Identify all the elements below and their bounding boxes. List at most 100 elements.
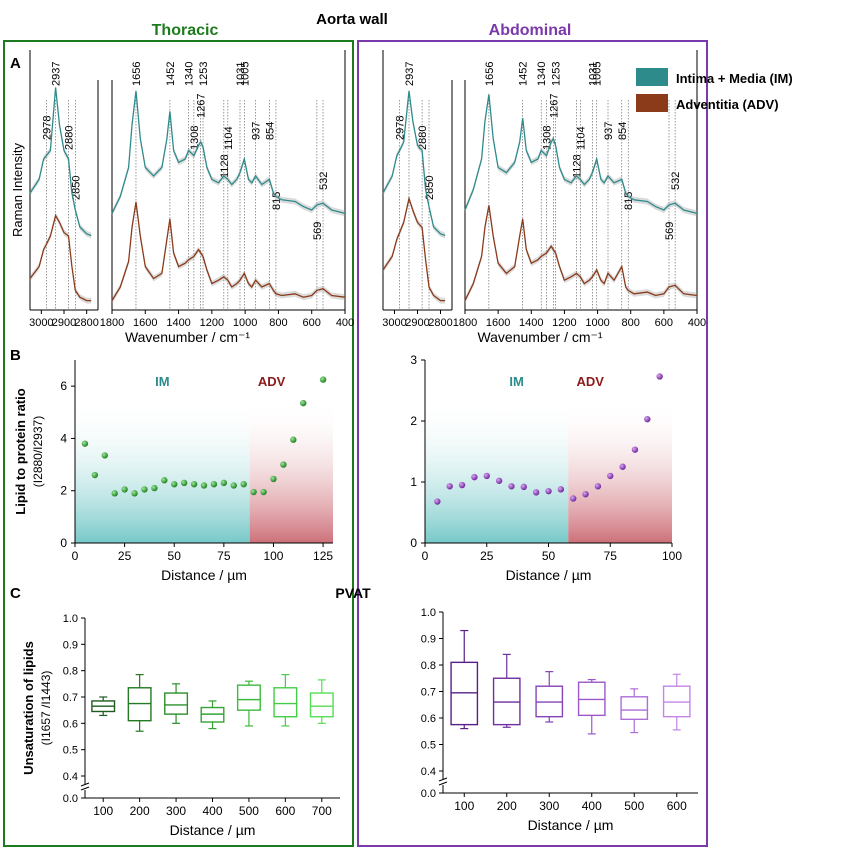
data-point <box>280 461 287 468</box>
data-point <box>121 486 128 493</box>
y-tick-label: 0.8 <box>63 666 78 678</box>
peak-label: 1340 <box>184 62 196 86</box>
im-region <box>425 400 569 543</box>
data-point <box>180 479 188 487</box>
box-100 <box>91 696 116 717</box>
abdominal-frame <box>357 40 708 847</box>
x-tick-label: 1400 <box>166 317 190 329</box>
x-tick-label: 1200 <box>552 317 576 329</box>
x-tick-label: 500 <box>239 804 259 818</box>
panel-letter-c: C <box>10 585 21 602</box>
box-400 <box>200 700 225 730</box>
x-tick-label: 100 <box>93 804 113 818</box>
data-point <box>151 484 158 492</box>
x-tick-label: 25 <box>480 549 494 563</box>
data-point <box>200 482 208 489</box>
data-point <box>545 487 552 495</box>
data-point <box>446 483 453 490</box>
x-tick-label: 0 <box>72 549 79 563</box>
peak-label: 2880 <box>64 126 76 150</box>
legend-swatch-im <box>636 68 668 86</box>
y-tick-label: 0.0 <box>63 793 78 805</box>
data-point <box>508 483 515 490</box>
data-point <box>483 472 490 480</box>
thoracic-frame <box>3 40 354 847</box>
box-500 <box>620 688 649 734</box>
data-point <box>300 399 307 407</box>
x-tick-label: 1800 <box>453 317 477 329</box>
data-point <box>101 452 108 459</box>
x-tick-label: 3000 <box>29 317 53 329</box>
peak-label: 1267 <box>196 94 208 118</box>
box-600 <box>662 673 691 731</box>
series-line <box>111 201 346 301</box>
y-tick-label: 0.5 <box>63 745 78 757</box>
data-point <box>619 463 626 470</box>
series-line <box>111 90 346 215</box>
y-tick-label: 0.4 <box>421 766 436 778</box>
box-body <box>309 692 334 718</box>
box-body <box>236 684 261 711</box>
x-tick-label: 2900 <box>405 317 429 329</box>
series-line <box>464 205 698 301</box>
data-point <box>607 472 614 480</box>
panel-letter-b: B <box>10 347 21 364</box>
peak-label: 569 <box>664 222 676 240</box>
axis-break-mark <box>438 777 448 782</box>
im-region <box>75 400 250 543</box>
data-point <box>111 490 118 497</box>
y-tick-label: 0.0 <box>421 788 436 800</box>
series-band <box>112 199 345 304</box>
data-point <box>644 415 651 423</box>
x-tick-label: 200 <box>130 804 150 818</box>
region-label-im: IM <box>155 374 169 389</box>
x-tick-label: 1000 <box>233 317 257 329</box>
data-point <box>260 488 267 496</box>
data-point <box>520 483 527 491</box>
box-700 <box>309 679 334 724</box>
x-axis-title: Wavenumber / cm⁻¹ <box>477 329 602 345</box>
header-pvat: PVAT <box>335 585 371 601</box>
legend-swatch-adv <box>636 94 668 112</box>
y-axis-title: Lipid to protein ratio <box>13 388 28 514</box>
adv-region <box>568 400 672 543</box>
peak-label: 854 <box>264 122 276 140</box>
data-point <box>91 471 99 479</box>
x-tick-label: 1400 <box>519 317 543 329</box>
peak-label: 854 <box>617 122 629 140</box>
axis-break-mark <box>80 782 90 787</box>
y-tick-label: 0.7 <box>63 692 78 704</box>
region-label-adv: ADV <box>258 374 286 389</box>
box-600 <box>273 674 298 727</box>
y-tick-label: 0.9 <box>421 634 436 646</box>
x-tick-label: 500 <box>624 799 644 813</box>
ratio-chart-thoracic: IM ADV 0 25 50 75 100 125 0 2 4 6 Distance / µm Lipid… <box>13 360 333 583</box>
y-tick-label: 2 <box>410 414 417 428</box>
series-band <box>30 84 92 239</box>
x-tick-label: 800 <box>269 317 287 329</box>
y-tick-label: 0.9 <box>63 639 78 651</box>
x-axis-title: Distance / µm <box>506 567 592 583</box>
y-tick-label: 1.0 <box>421 607 436 619</box>
peak-label: 937 <box>603 122 615 140</box>
x-tick-label: 400 <box>688 317 706 329</box>
data-point <box>458 481 466 489</box>
adv-region <box>249 400 333 543</box>
series-line <box>29 213 92 302</box>
y-tick-label: 1 <box>410 475 417 489</box>
x-tick-label: 100 <box>454 799 474 813</box>
x-tick-label: 600 <box>655 317 673 329</box>
data-point <box>290 436 297 443</box>
x-tick-label: 200 <box>497 799 517 813</box>
series-band <box>465 202 697 304</box>
x-axis-title: Distance / µm <box>170 822 256 838</box>
data-point <box>250 488 257 496</box>
x-tick-label: 700 <box>312 804 332 818</box>
y-tick-label: 0.7 <box>421 687 436 699</box>
axis-break-mark <box>80 786 90 791</box>
peak-label: 1005 <box>239 62 251 86</box>
data-point <box>240 480 247 488</box>
x-tick-label: 1000 <box>585 317 609 329</box>
y-tick-label: 3 <box>410 353 417 367</box>
